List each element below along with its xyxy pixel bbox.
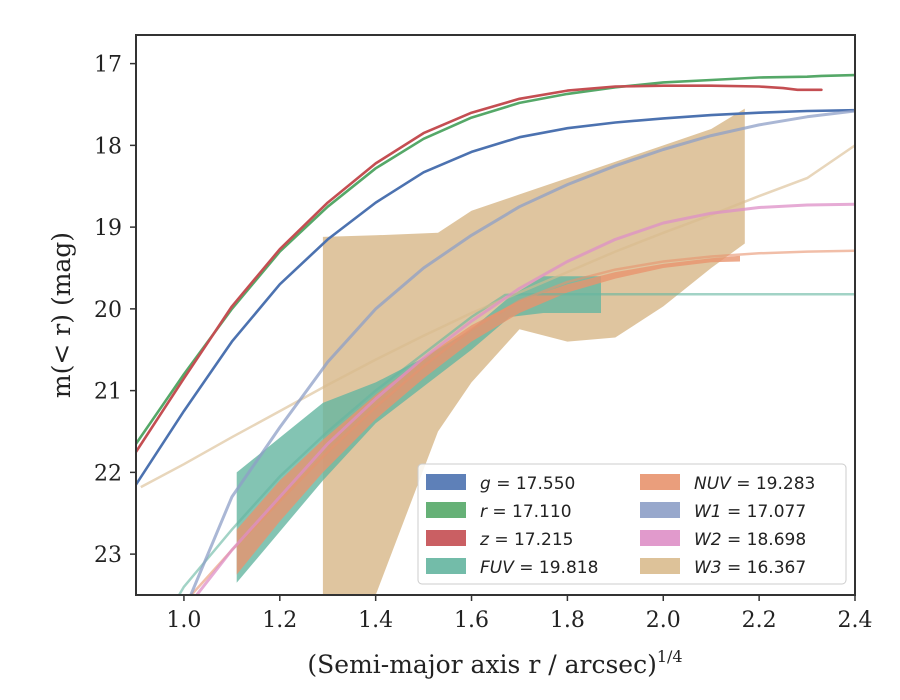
plot-frame — [135, 34, 856, 596]
x-tick-label: 2.0 — [646, 608, 681, 633]
profile-lines — [136, 73, 855, 595]
legend-label-nuv: NUV = 19.283 — [694, 474, 815, 494]
legend-box — [417, 463, 847, 585]
line-g — [136, 108, 855, 486]
line-r — [136, 73, 855, 446]
y-tick-label: 23 — [94, 543, 122, 568]
x-tick-label: 1.0 — [166, 608, 201, 633]
line-w1 — [189, 109, 855, 595]
x-tick-label: 1.4 — [358, 608, 393, 633]
y-tick-label: 18 — [94, 134, 122, 159]
legend-label-w2: W2 = 18.698 — [694, 530, 806, 550]
y-tick-label: 19 — [94, 216, 122, 241]
x-axis: 1.0 1.2 1.4 1.6 1.8 2.0 2.2 2.4 — [166, 595, 873, 633]
legend-label-w3: W3 = 16.367 — [694, 558, 806, 578]
fit-line-fuv — [177, 292, 855, 595]
legend-swatch-nuv — [640, 474, 680, 490]
x-tick-label: 1.2 — [262, 608, 297, 633]
line-z — [136, 84, 823, 454]
fit-line-w3 — [140, 144, 855, 489]
legend-swatch-w3 — [640, 558, 680, 574]
x-tick-label: 1.8 — [550, 608, 585, 633]
x-tick-label: 1.6 — [454, 608, 489, 633]
line-w2 — [194, 202, 855, 595]
legend: g = 17.550 r = 17.110 z = 17.215 FUV = 19.8… — [417, 463, 847, 585]
x-axis-title: (Semi-major axis r / arcsec)1/4 — [307, 647, 682, 679]
y-tick-label: 22 — [94, 461, 122, 486]
x-tick-label: 2.2 — [742, 608, 777, 633]
legend-swatch-fuv — [426, 558, 466, 574]
x-axis-title-superscript: 1/4 — [657, 647, 683, 666]
y-tick-label: 21 — [94, 380, 122, 405]
fit-line-nuv — [189, 249, 855, 595]
legend-swatch-g — [426, 474, 466, 490]
y-tick-label: 17 — [94, 53, 122, 78]
legend-swatch-w2 — [640, 530, 680, 546]
legend-swatch-r — [426, 502, 466, 518]
legend-label-g: g = 17.550 — [480, 474, 575, 494]
legend-label-r: r = 17.110 — [480, 502, 572, 522]
x-tick-label: 2.4 — [838, 608, 873, 633]
y-tick-label: 20 — [94, 298, 122, 323]
legend-label-fuv: FUV = 19.818 — [480, 558, 598, 578]
y-axis: 17 18 19 20 21 22 23 — [94, 53, 136, 568]
legend-swatch-w1 — [640, 502, 680, 518]
legend-label-w1: W1 = 17.077 — [694, 502, 806, 522]
band-fuv — [236, 276, 601, 583]
legend-swatch-z — [426, 530, 466, 546]
legend-label-z: z = 17.215 — [479, 530, 573, 550]
y-axis-title: m(< r) (mag) — [47, 232, 76, 398]
